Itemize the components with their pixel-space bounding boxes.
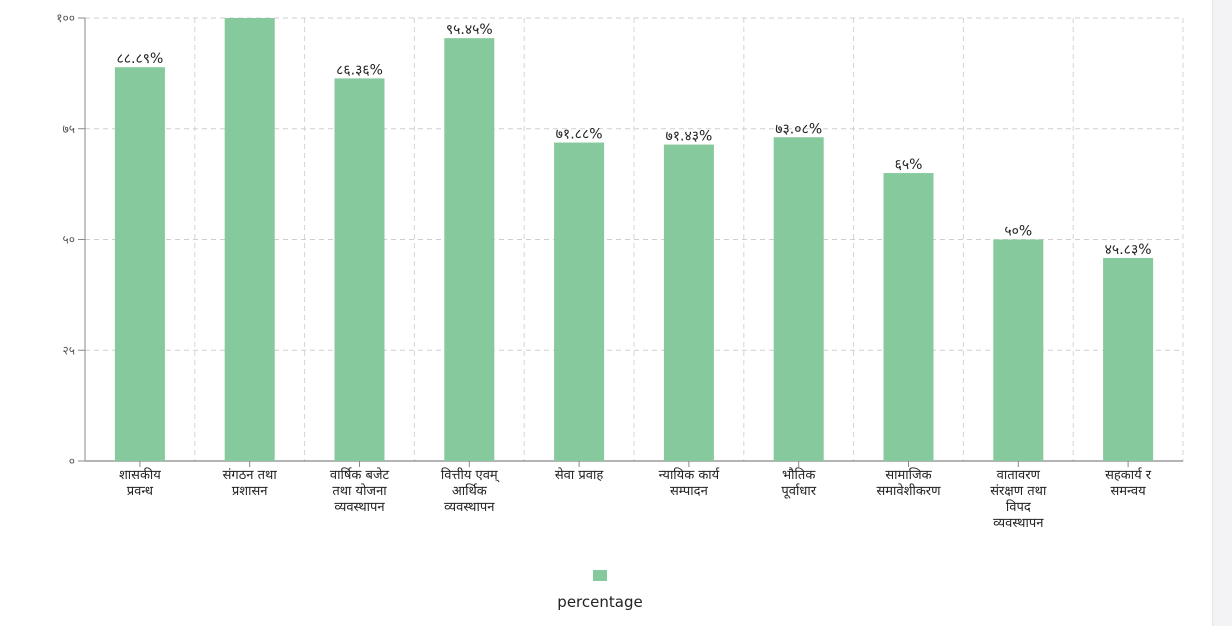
x-category-label: पूर्वाधार <box>781 483 816 499</box>
x-category-label: वित्तीय एवम् <box>441 467 500 483</box>
legend[interactable]: percentage <box>0 566 1200 611</box>
bar-value-label: ७३.०८% <box>775 121 822 137</box>
bar-value-label: ४५.८३% <box>1105 242 1152 258</box>
bar[interactable] <box>883 173 934 462</box>
bar[interactable] <box>114 67 165 462</box>
bar-value-label: ७१.८८% <box>556 127 603 143</box>
x-category-label: सम्पादन <box>670 484 709 499</box>
bar[interactable] <box>224 18 275 461</box>
y-tick-label: ५० <box>63 233 75 247</box>
bar-value-label: ९५.४५% <box>446 22 493 38</box>
bar[interactable] <box>773 137 824 461</box>
y-tick-label: १०० <box>56 11 75 25</box>
y-tick-label: ७५ <box>63 122 75 136</box>
x-category-label: प्रशासन <box>232 484 268 499</box>
x-category-label: समन्वय <box>1110 484 1146 499</box>
bar[interactable] <box>663 144 714 461</box>
bar-value-label: ८८.८९% <box>116 51 163 67</box>
bar[interactable] <box>1103 257 1154 461</box>
bar-chart: ० २५ ५० ७५ १०० ८८.८९% शासकीयप्रवन्ध संगठन तथाप्… <box>56 11 1184 531</box>
x-category-label: संरक्षण तथा <box>990 484 1047 499</box>
bar[interactable] <box>554 142 605 461</box>
x-category-label: तथा योजना <box>332 483 387 499</box>
bar-value-label: ६५% <box>895 157 923 173</box>
x-category-label: संगठन तथा <box>223 468 278 483</box>
x-category-label: न्यायिक कार्य <box>659 467 721 483</box>
bar[interactable] <box>993 239 1044 462</box>
x-category-label: समावेशीकरण <box>876 483 941 499</box>
legend-label[interactable]: percentage <box>557 593 643 611</box>
x-category-label: सामाजिक <box>885 467 932 483</box>
bar-value-label: ५०% <box>1004 224 1032 240</box>
x-category-label: प्रवन्ध <box>127 484 154 499</box>
x-category-label: व्यवस्थापन <box>993 516 1044 531</box>
x-category-label: व्यवस्थापन <box>334 500 385 515</box>
y-tick-label: ० <box>69 454 75 468</box>
x-category-label: भौतिक <box>782 467 816 483</box>
x-category-label: सेवा प्रवाह <box>555 467 605 483</box>
legend-swatch[interactable] <box>593 570 607 581</box>
bar[interactable] <box>444 38 495 462</box>
x-category-label: सहकार्य र <box>1105 467 1152 483</box>
x-category-label: विपद <box>1006 499 1032 515</box>
x-category-label: वार्षिक बजेट <box>330 467 390 483</box>
x-category-label: व्यवस्थापन <box>444 500 495 515</box>
bar-value-label: ७१.४३% <box>665 129 712 145</box>
x-category-label: आर्थिक <box>452 483 488 499</box>
x-category-label: वातावरण <box>997 468 1041 483</box>
y-tick-label: २५ <box>63 343 75 357</box>
bar-value-label: ८६.३६% <box>336 62 383 78</box>
x-category-label: शासकीय <box>119 467 161 483</box>
bar[interactable] <box>334 78 385 461</box>
